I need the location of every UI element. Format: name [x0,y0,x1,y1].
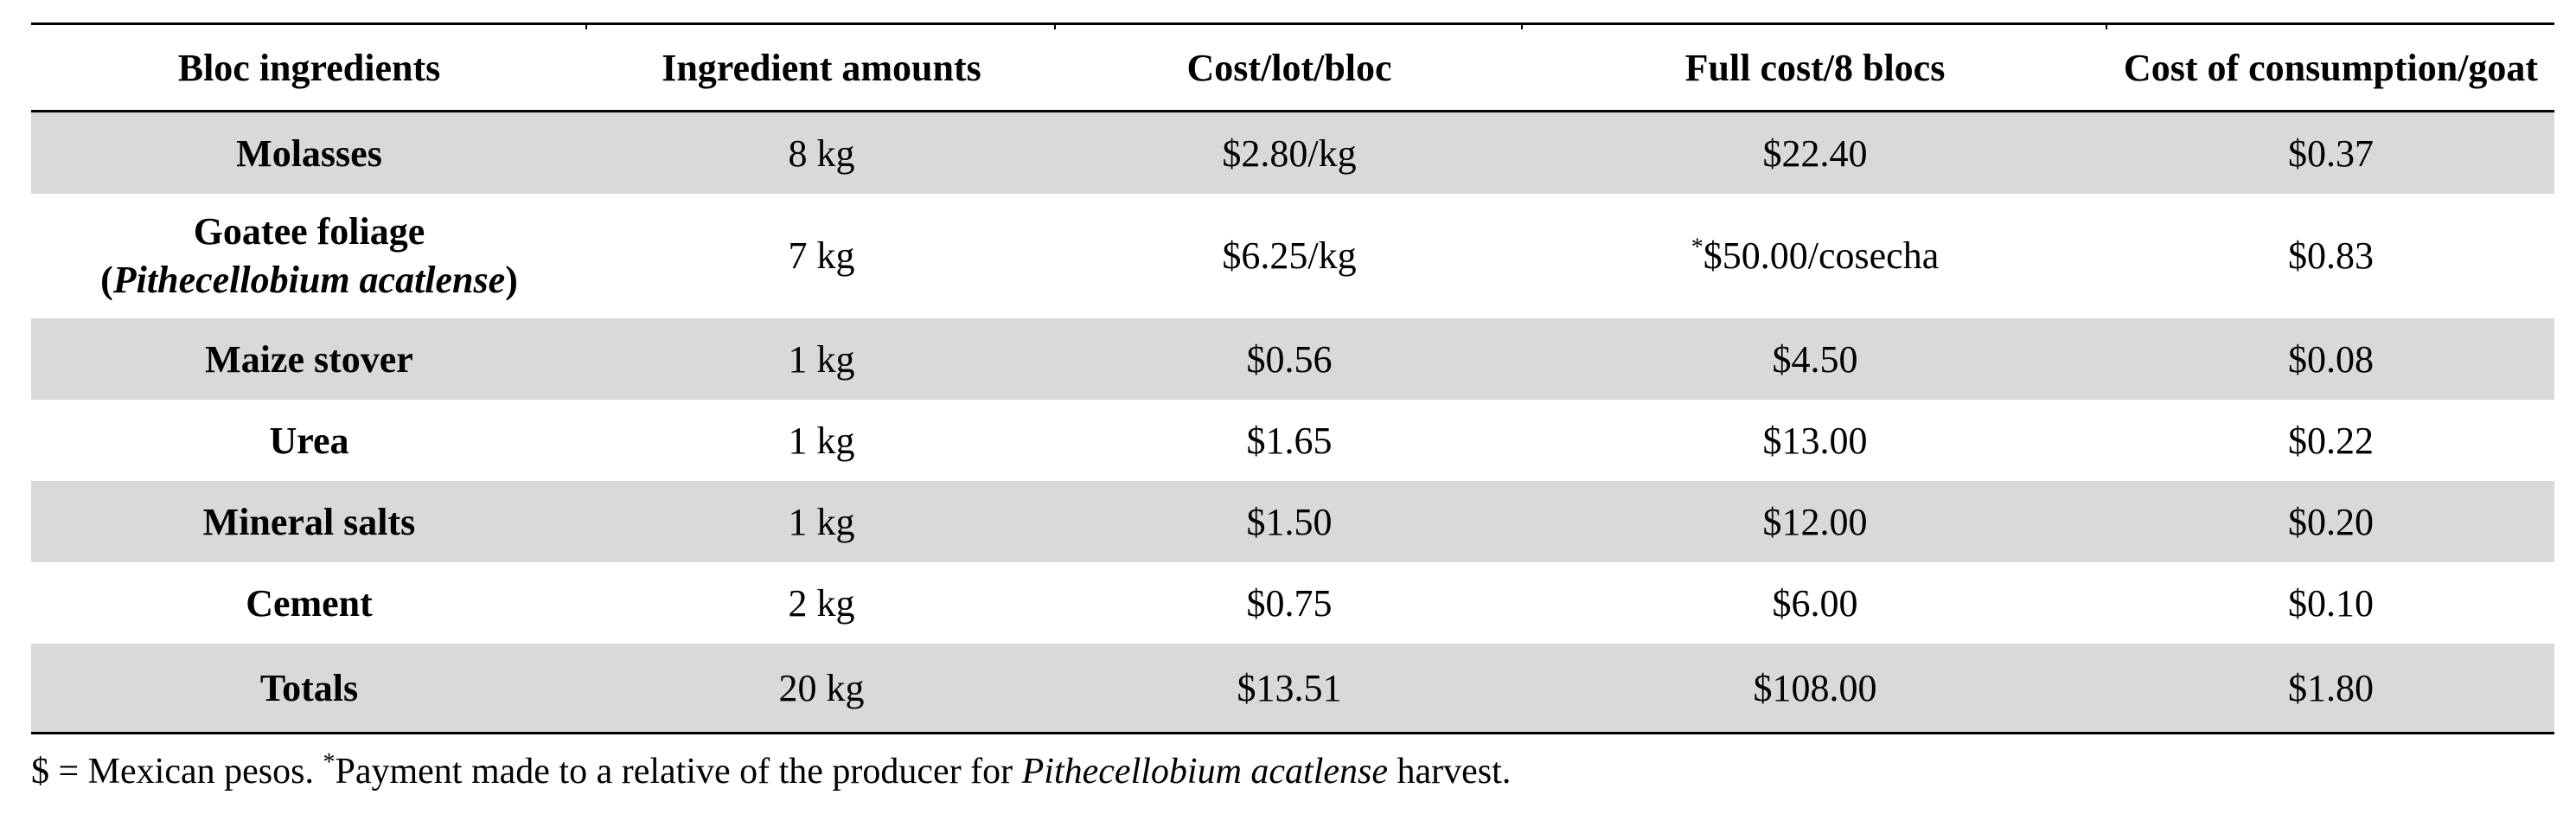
full-cost-cell: $13.00 [1762,419,1868,462]
header-bloc-ingredients: Bloc ingredients [31,22,587,112]
footnote-marker: * [1691,234,1703,261]
ingredient-common-name: Goatee foliage [193,210,425,253]
amount-cell: 20 kg [587,644,1056,734]
cost-lot-bloc-cell: $1.65 [1246,419,1333,462]
full-cost-cell: $6.00 [1772,581,1858,625]
cost-table-container: Bloc ingredients Ingredient amounts Cost… [31,22,2554,734]
ingredient-cell: Molasses [31,111,587,194]
header-ingredient-amounts: Ingredient amounts [587,22,1056,112]
cost-per-goat-cell: $1.80 [2107,644,2554,734]
amount-cell: 8 kg [587,111,1056,194]
header-full-cost-8-blocs: Full cost/8 blocs [1523,22,2107,112]
full-cost-cell: $22.40 [1523,111,2107,194]
footnote-species: Pithecellobium acatlense [1021,752,1389,792]
ingredient-scientific-name: Pithecellobium acatlense [112,259,506,301]
footnote-currency: $ = Mexican pesos. [31,752,323,792]
amount-cell: 1 kg [788,419,855,462]
header-row: Bloc ingredients Ingredient amounts Cost… [31,22,2554,112]
cost-lot-bloc-cell: $1.50 [1056,481,1523,562]
ingredient-cell: Mineral salts [31,481,587,562]
table-row: Urea 1 kg $1.65 $13.00 $0.22 [31,400,2554,481]
table-row: Mineral salts 1 kg $1.50 $12.00 $0.20 [31,481,2554,562]
paren-open: ( [100,259,113,301]
ingredient-cell: Maize stover [31,318,587,400]
footnote-text-before: Payment made to a relative of the produc… [335,752,1022,792]
cost-lot-bloc-cell: $13.51 [1056,644,1523,734]
full-cost-value: $50.00/cosecha [1703,234,1940,277]
footnote-marker: * [323,749,336,776]
cost-per-goat-cell: $0.83 [2288,234,2374,277]
cost-lot-bloc-cell: $0.56 [1056,318,1523,400]
full-cost-cell: $108.00 [1523,644,2107,734]
totals-row: Totals 20 kg $13.51 $108.00 $1.80 [31,644,2554,734]
table-row: Cement 2 kg $0.75 $6.00 $0.10 [31,562,2554,644]
table-footnote: $ = Mexican pesos. *Payment made to a re… [31,751,1511,792]
cost-lot-bloc-cell: $6.25/kg [1222,234,1357,277]
table-header: Bloc ingredients Ingredient amounts Cost… [31,22,2554,112]
ingredient-cell: Urea [269,419,349,462]
table-row: Goatee foliage (Pithecellobium acatlense… [31,194,2554,318]
cost-per-goat-cell: $0.08 [2107,318,2554,400]
ingredient-cell: Cement [246,581,373,625]
cost-lot-bloc-cell: $2.80/kg [1056,111,1523,194]
cost-per-goat-cell: $0.37 [2107,111,2554,194]
full-cost-cell: *$50.00/cosecha [1523,194,2107,318]
footnote-text-after: harvest. [1388,752,1512,792]
paren-close: ) [505,259,518,301]
bloc-cost-table: Bloc ingredients Ingredient amounts Cost… [31,22,2554,734]
header-cost-lot-bloc: Cost/lot/bloc [1056,22,1523,112]
header-cost-per-goat: Cost of consumption/goat [2107,22,2554,112]
cost-per-goat-cell: $0.10 [2288,581,2374,625]
cost-lot-bloc-cell: $0.75 [1246,581,1333,625]
full-cost-cell: $12.00 [1523,481,2107,562]
amount-cell: 2 kg [788,581,855,625]
cost-per-goat-cell: $0.20 [2107,481,2554,562]
table-row: Molasses 8 kg $2.80/kg $22.40 $0.37 [31,111,2554,194]
table-body: Molasses 8 kg $2.80/kg $22.40 $0.37 Goat… [31,111,2554,734]
amount-cell: 1 kg [587,318,1056,400]
ingredient-cell: Goatee foliage (Pithecellobium acatlense… [31,194,587,318]
full-cost-cell: $4.50 [1523,318,2107,400]
ingredient-cell: Totals [31,644,587,734]
cost-per-goat-cell: $0.22 [2288,419,2374,462]
table-row: Maize stover 1 kg $0.56 $4.50 $0.08 [31,318,2554,400]
amount-cell: 7 kg [788,234,855,277]
amount-cell: 1 kg [587,481,1056,562]
